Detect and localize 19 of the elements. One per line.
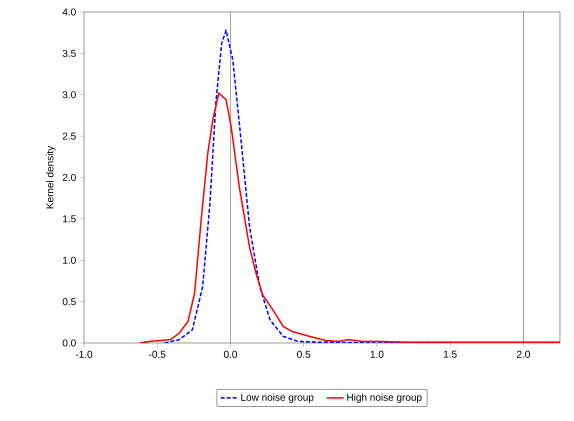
y-tick-label: 2.5	[62, 132, 76, 140]
x-tick-label: 2.0	[516, 350, 530, 358]
legend-label: Low noise group	[241, 394, 314, 403]
x-tick-label: 0.0	[224, 350, 238, 358]
x-tick-label: 0.5	[297, 350, 310, 358]
x-tick-label: 1.0	[370, 350, 384, 358]
y-axis-title: Kernel density	[46, 146, 56, 208]
y-tick-label: 3.5	[62, 50, 76, 57]
y-tick-label: 1.0	[63, 256, 76, 264]
x-tick-label: -0.5	[149, 350, 166, 358]
y-tick-label: 3.0	[62, 91, 76, 98]
x-tick-label: 1.5	[444, 350, 457, 358]
legend-label: High noise group	[347, 394, 422, 403]
y-tick-label: 2.0	[62, 174, 76, 182]
y-tick-label: 1.5	[63, 215, 76, 222]
y-tick-label: 4.0	[62, 8, 76, 16]
x-tick-label: -1.0	[76, 350, 92, 358]
y-tick-label: 0.0	[62, 339, 76, 347]
y-tick-label: 0.5	[62, 298, 76, 306]
